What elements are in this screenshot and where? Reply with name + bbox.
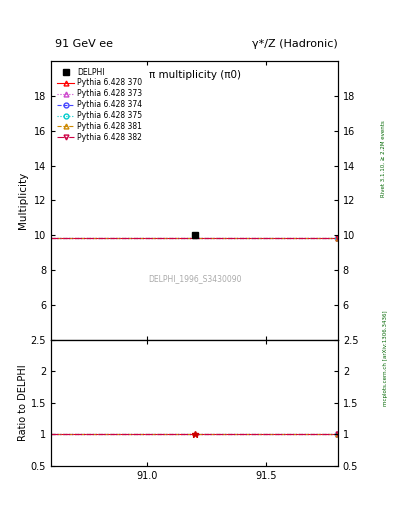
Text: 91 GeV ee: 91 GeV ee <box>55 38 113 49</box>
Text: DELPHI_1996_S3430090: DELPHI_1996_S3430090 <box>148 274 241 283</box>
Text: mcplots.cern.ch [arXiv:1306.3436]: mcplots.cern.ch [arXiv:1306.3436] <box>384 311 388 406</box>
Y-axis label: Multiplicity: Multiplicity <box>18 172 28 229</box>
Legend: DELPHI, Pythia 6.428 370, Pythia 6.428 373, Pythia 6.428 374, Pythia 6.428 375, : DELPHI, Pythia 6.428 370, Pythia 6.428 3… <box>55 65 145 144</box>
Text: γ*/Z (Hadronic): γ*/Z (Hadronic) <box>252 38 338 49</box>
Y-axis label: Ratio to DELPHI: Ratio to DELPHI <box>18 365 28 441</box>
Text: π multiplicity (π0): π multiplicity (π0) <box>149 70 241 80</box>
Text: Rivet 3.1.10, ≥ 2.2M events: Rivet 3.1.10, ≥ 2.2M events <box>381 120 386 197</box>
